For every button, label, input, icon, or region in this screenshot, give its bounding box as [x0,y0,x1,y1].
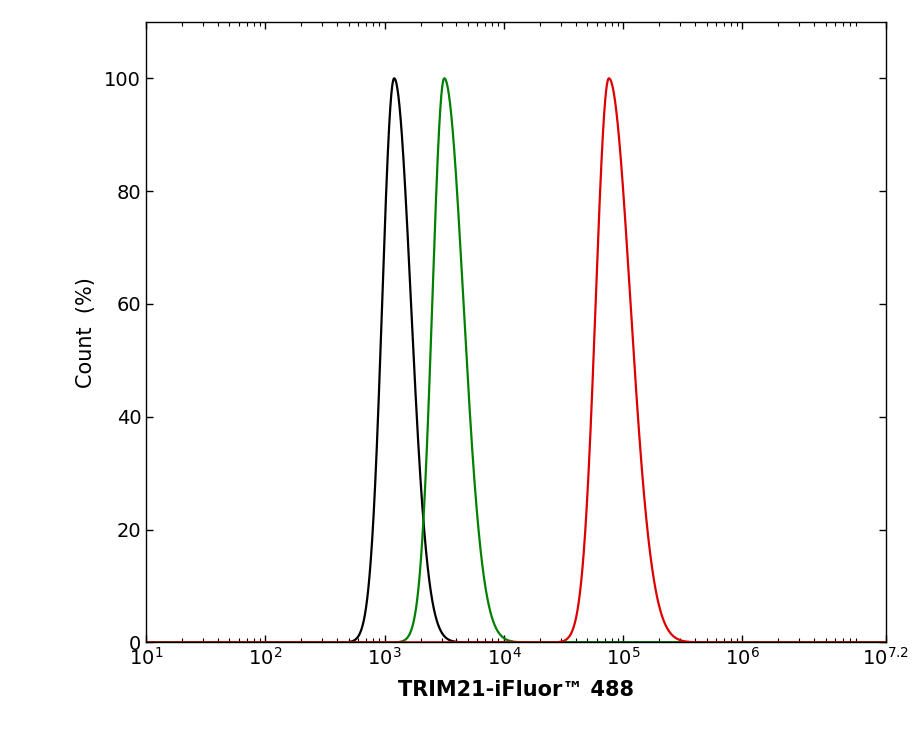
X-axis label: TRIM21-iFluor™ 488: TRIM21-iFluor™ 488 [398,680,634,700]
Y-axis label: Count  (%): Count (%) [76,277,96,388]
